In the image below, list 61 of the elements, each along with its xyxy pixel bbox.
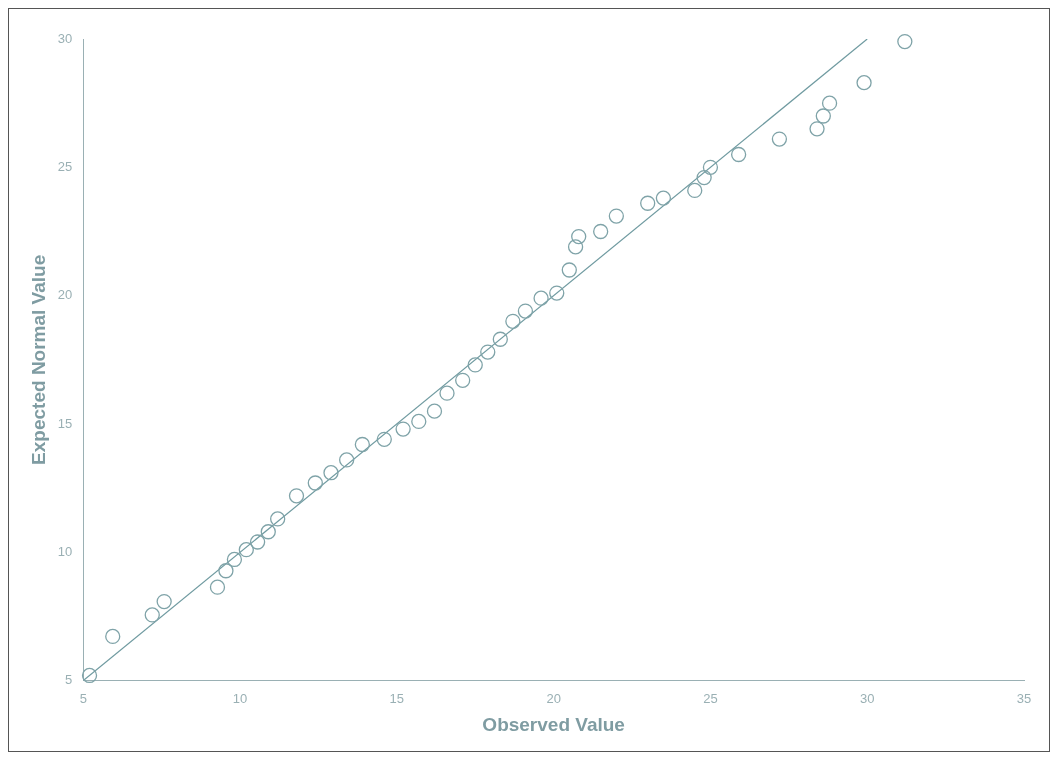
x-axis-title: Observed Value	[482, 713, 625, 735]
point	[561, 262, 577, 278]
point	[815, 108, 831, 124]
point	[354, 436, 370, 453]
point	[81, 667, 98, 684]
point	[640, 195, 656, 211]
y-axis-title: Expected Normal Value	[27, 254, 49, 465]
y-tick-label: 30	[57, 30, 73, 46]
point	[821, 95, 838, 111]
point	[549, 285, 565, 301]
point	[218, 563, 234, 579]
point	[655, 190, 672, 206]
point	[249, 534, 266, 550]
x-tick-label: 25	[703, 690, 718, 706]
point	[238, 542, 254, 558]
point	[307, 475, 323, 491]
point	[467, 357, 483, 373]
point	[439, 385, 455, 401]
point	[339, 452, 355, 468]
point	[270, 511, 286, 527]
point	[809, 121, 825, 137]
point	[395, 421, 411, 437]
point	[567, 239, 584, 255]
point	[593, 223, 609, 240]
point	[209, 579, 226, 595]
point	[505, 313, 521, 329]
point	[696, 169, 712, 186]
point	[455, 372, 471, 388]
x-tick-label: 10	[232, 690, 248, 706]
x-tick-label: 30	[859, 690, 875, 706]
point	[771, 131, 788, 147]
x-tick-label: 20	[546, 690, 561, 706]
point	[480, 344, 496, 360]
y-tick-label: 25	[57, 158, 73, 174]
point	[105, 628, 121, 645]
x-tick-label: 5	[79, 690, 87, 706]
point	[897, 33, 913, 50]
point	[608, 208, 624, 224]
x-tick-label: 35	[1016, 690, 1032, 706]
point	[426, 403, 443, 419]
y-tick-label: 5	[65, 672, 73, 688]
point	[533, 290, 549, 306]
x-tick-label: 15	[389, 690, 405, 706]
y-tick-label: 15	[57, 415, 73, 431]
point	[156, 593, 172, 610]
point	[517, 303, 534, 319]
point	[376, 431, 392, 448]
point	[323, 465, 339, 481]
point	[730, 146, 747, 163]
point	[687, 182, 703, 199]
y-tick-label: 10	[57, 543, 73, 559]
point	[571, 228, 587, 245]
y-tick-label: 20	[57, 287, 73, 303]
point	[144, 607, 160, 623]
point	[856, 74, 872, 91]
point	[288, 488, 305, 504]
point	[260, 524, 276, 540]
point	[492, 331, 508, 347]
point	[702, 159, 719, 175]
point	[226, 551, 243, 568]
point	[411, 413, 427, 430]
